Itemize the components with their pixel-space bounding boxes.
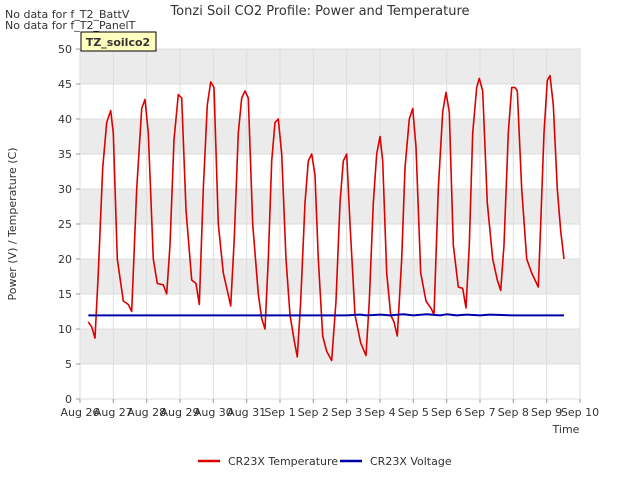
x-tick-label: Aug 28 — [127, 406, 166, 419]
y-tick-label: 45 — [58, 78, 72, 91]
chart-title: Tonzi Soil CO2 Profile: Power and Temper… — [169, 4, 469, 19]
plot-bands — [80, 49, 580, 364]
x-tick-label: Sep 6 — [431, 406, 462, 419]
y-tick-label: 15 — [58, 288, 72, 301]
y-tick-label: 35 — [58, 148, 72, 161]
band — [80, 119, 580, 154]
x-tick-label: Aug 26 — [61, 406, 100, 419]
site-label-box — [80, 31, 157, 52]
series-group — [87, 74, 565, 362]
x-tick-label: Sep 10 — [561, 406, 599, 419]
y-tick-label: 20 — [58, 253, 72, 266]
y-tick-label: 10 — [58, 323, 72, 336]
x-tick-label: Sep 2 — [298, 406, 329, 419]
site-label: TZ_soilco2 — [86, 36, 150, 49]
note-panelt: No data for f_T2_PanelT — [5, 19, 136, 32]
y-tick-label: 30 — [58, 183, 72, 196]
note-battv: No data for f_T2_BattV — [5, 8, 130, 21]
temperature-series-line — [87, 74, 565, 362]
y-tick-label: 0 — [65, 393, 72, 406]
x-tick-label: Sep 5 — [398, 406, 429, 419]
band — [80, 49, 580, 84]
y-tick-label: 40 — [58, 113, 72, 126]
x-tick-label: Aug 29 — [161, 406, 200, 419]
x-tick-label: Sep 4 — [364, 406, 395, 419]
y-tick-label: 5 — [65, 358, 72, 371]
y-axis-ticks: 0 5 10 15 20 25 30 35 40 45 50 — [58, 43, 80, 406]
legend-temperature-label: CR23X Temperature — [228, 455, 338, 468]
y-tick-label: 25 — [58, 218, 72, 231]
gridlines — [79, 48, 581, 400]
x-axis-label: Time — [552, 423, 580, 436]
x-tick-label: Aug 31 — [227, 406, 266, 419]
x-tick-label: Aug 27 — [94, 406, 133, 419]
band — [80, 189, 580, 224]
x-tick-label: Sep 9 — [531, 406, 562, 419]
y-axis-label: Power (V) / Temperature (C) — [6, 147, 19, 300]
x-tick-label: Sep 3 — [331, 406, 362, 419]
x-tick-label: Aug 30 — [194, 406, 233, 419]
band — [80, 259, 580, 294]
x-tick-label: Sep 8 — [498, 406, 529, 419]
x-tick-label: Sep 1 — [264, 406, 295, 419]
voltage-series-line — [88, 313, 564, 317]
y-tick-label: 50 — [58, 43, 72, 56]
x-tick-label: Sep 7 — [464, 406, 495, 419]
legend-voltage-label: CR23X Voltage — [370, 455, 452, 468]
